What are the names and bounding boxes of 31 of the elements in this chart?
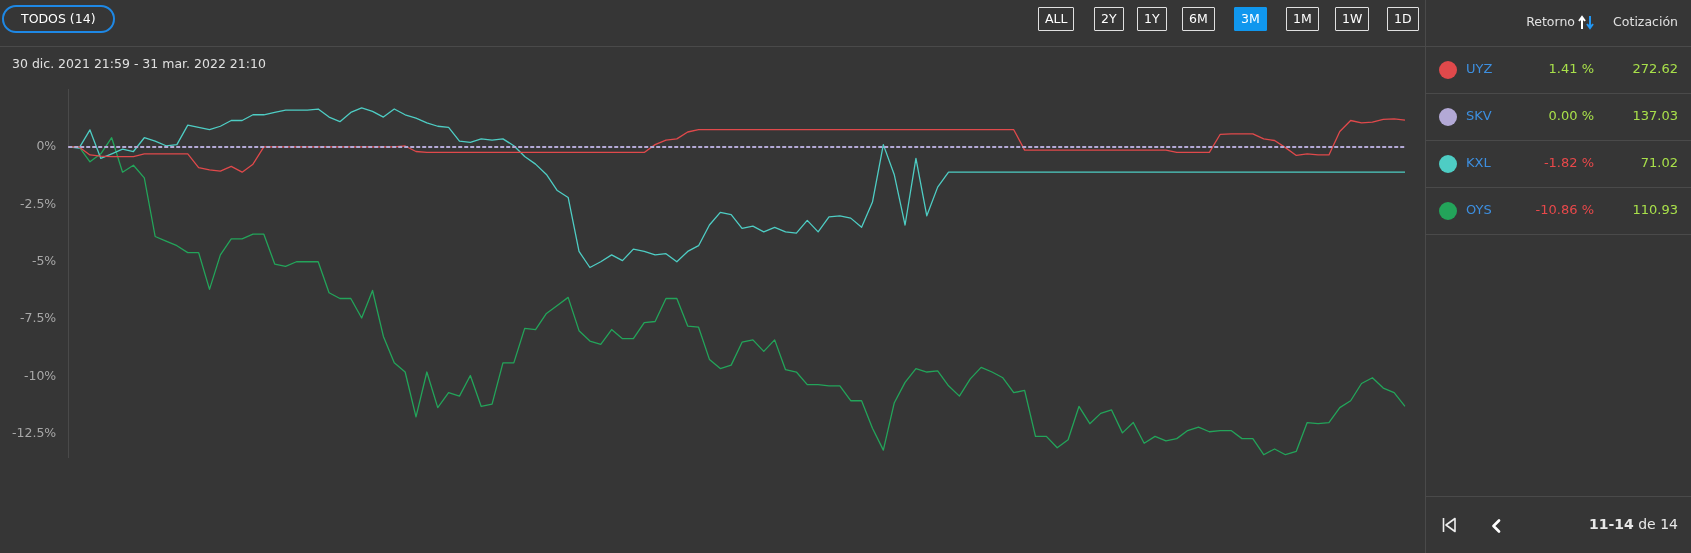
text: 1W bbox=[1335, 7, 1370, 31]
legend-label: KXL bbox=[1466, 155, 1491, 170]
text: 0.00 % bbox=[1548, 108, 1594, 123]
y-tick-label: 0% bbox=[36, 138, 57, 154]
y-tick-label: -7.5% bbox=[19, 310, 57, 326]
text: 2Y bbox=[1094, 7, 1124, 31]
legend-label: UYZ bbox=[1466, 61, 1493, 76]
text: ALL bbox=[1038, 7, 1075, 31]
text: 1M bbox=[1286, 7, 1319, 31]
text: 6M bbox=[1182, 7, 1215, 31]
legend-label: SKV bbox=[1466, 108, 1492, 123]
text: 3M bbox=[1234, 7, 1267, 31]
text: 1Y bbox=[1137, 7, 1167, 31]
y-tick-label: -2.5% bbox=[19, 195, 57, 211]
text: 1.41 % bbox=[1548, 61, 1594, 76]
text: 1D bbox=[1387, 7, 1419, 31]
y-tick-label: -5% bbox=[31, 253, 57, 269]
chart-subtitle: 30 dic. 2021 21:59 - 31 mar. 2022 21:10 bbox=[12, 56, 266, 71]
text: 71.02 bbox=[1640, 155, 1678, 170]
text: -1.82 % bbox=[1543, 155, 1594, 170]
y-tick-label: -12.5% bbox=[11, 425, 57, 441]
legend-label: OYS bbox=[1466, 202, 1492, 217]
text: 137.03 bbox=[1632, 108, 1678, 123]
text: 110.93 bbox=[1632, 202, 1678, 217]
text: Cotización bbox=[1613, 14, 1678, 29]
text: 272.62 bbox=[1632, 61, 1678, 76]
y-tick-label: -10% bbox=[23, 367, 57, 383]
text: TODOS (14) bbox=[2, 5, 115, 33]
text: -10.86 % bbox=[1535, 202, 1594, 217]
text: 11-14 de 14 bbox=[1589, 516, 1678, 532]
text: Retorno bbox=[1526, 14, 1575, 29]
